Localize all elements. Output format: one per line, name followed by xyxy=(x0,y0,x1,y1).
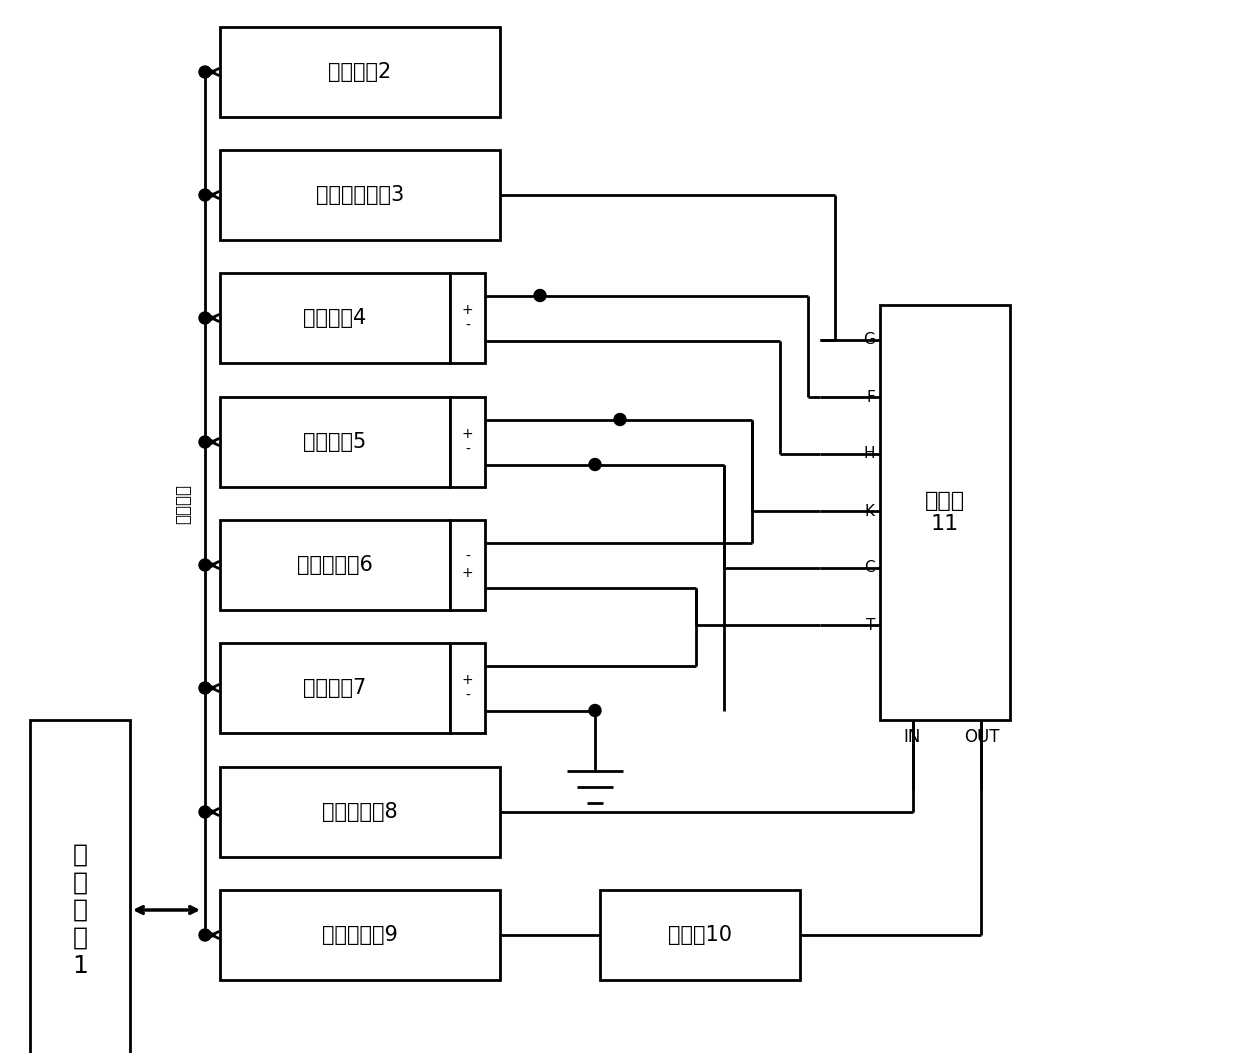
Circle shape xyxy=(589,704,601,716)
Text: C: C xyxy=(864,560,875,576)
Bar xyxy=(219,520,450,610)
Text: 衰减器10: 衰减器10 xyxy=(668,925,732,945)
Bar xyxy=(450,273,485,363)
Circle shape xyxy=(614,414,626,425)
Bar xyxy=(450,520,485,610)
Text: 钛泵电源7: 钛泵电源7 xyxy=(304,678,367,698)
Circle shape xyxy=(198,436,211,448)
Bar xyxy=(450,643,485,733)
Text: H: H xyxy=(863,446,875,461)
Text: +
-: + - xyxy=(461,426,474,457)
Circle shape xyxy=(198,559,211,571)
Text: 收集极电源6: 收集极电源6 xyxy=(298,555,373,575)
Text: -
+: - + xyxy=(461,550,474,580)
Bar xyxy=(880,305,1011,720)
Text: 灯丝电源4: 灯丝电源4 xyxy=(304,307,367,327)
Text: OUT: OUT xyxy=(963,728,999,746)
Bar xyxy=(219,27,500,117)
Bar xyxy=(600,890,800,980)
Bar xyxy=(219,890,500,980)
Bar xyxy=(219,767,500,857)
Circle shape xyxy=(198,66,211,78)
Circle shape xyxy=(589,458,601,471)
Text: IN: IN xyxy=(904,728,921,746)
Text: G: G xyxy=(863,333,875,347)
Bar xyxy=(219,150,500,240)
Text: +
-: + - xyxy=(461,303,474,333)
Circle shape xyxy=(198,682,211,694)
Circle shape xyxy=(198,929,211,941)
Text: 微波功率计9: 微波功率计9 xyxy=(322,925,398,945)
Circle shape xyxy=(198,806,211,818)
Text: F: F xyxy=(867,390,875,404)
Text: T: T xyxy=(866,617,875,633)
Text: 测
控
单
元
1: 测 控 单 元 1 xyxy=(72,842,88,977)
Text: +
-: + - xyxy=(461,673,474,703)
Text: 数据总线: 数据总线 xyxy=(174,483,192,523)
Text: 微波信号源8: 微波信号源8 xyxy=(322,802,398,822)
Bar xyxy=(30,720,130,1053)
Text: 行波管
11: 行波管 11 xyxy=(925,491,965,534)
Bar xyxy=(450,397,485,486)
Bar xyxy=(219,643,450,733)
Text: 浮动板调制器3: 浮动板调制器3 xyxy=(316,185,404,205)
Text: 阴极电源5: 阴极电源5 xyxy=(304,432,367,452)
Circle shape xyxy=(198,312,211,324)
Bar xyxy=(219,273,450,363)
Bar xyxy=(219,397,450,486)
Text: 供电单元2: 供电单元2 xyxy=(329,62,392,82)
Circle shape xyxy=(198,188,211,201)
Text: K: K xyxy=(866,503,875,518)
Circle shape xyxy=(534,290,546,301)
